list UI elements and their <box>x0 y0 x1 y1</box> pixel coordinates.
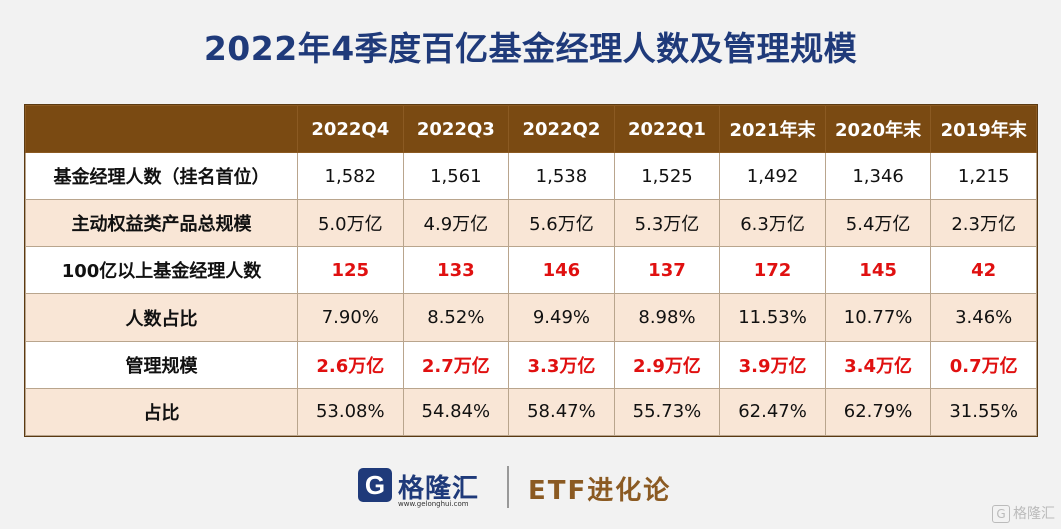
table-cell: 2.3万亿 <box>930 199 1037 248</box>
table-header-row: 2022Q4 2022Q3 2022Q2 2022Q1 2021年末 2020年末 2019… <box>25 105 1037 153</box>
column-header: 2022Q2 <box>508 105 615 153</box>
gelonghui-logo-url: www.gelonghui.com <box>398 500 469 508</box>
column-header: 2021年末 <box>719 105 826 153</box>
table-cell: 1,492 <box>719 151 826 201</box>
table-cell: 42 <box>930 246 1037 295</box>
table-row: 人数占比 7.90% 8.52% 9.49% 8.98% 11.53% 10.77% 3.46… <box>25 293 1037 342</box>
table-cell: 11.53% <box>719 293 826 342</box>
etf-brand-text: ETF进化论 <box>528 476 672 506</box>
table-cell: 9.49% <box>508 293 615 342</box>
chart-title: 2022年4季度百亿基金经理人数及管理规模 <box>203 29 858 68</box>
table-row: 基金经理人数（挂名首位） 1,582 1,561 1,538 1,525 1,492 1,3… <box>25 151 1037 201</box>
table-cell: 10.77% <box>824 293 932 342</box>
row-label: 100亿以上基金经理人数 <box>25 246 298 295</box>
table-cell: 3.4万亿 <box>824 340 932 389</box>
row-label: 基金经理人数（挂名首位） <box>25 151 298 201</box>
gelonghui-logo-icon: G <box>358 468 392 502</box>
table-cell: 54.84% <box>402 387 510 437</box>
table-cell: 62.79% <box>824 387 932 437</box>
table-cell: 3.46% <box>930 293 1037 342</box>
table-cell: 4.9万亿 <box>402 199 510 248</box>
table-cell: 5.0万亿 <box>297 199 404 248</box>
table-cell: 3.3万亿 <box>508 340 615 389</box>
table-cell: 145 <box>824 246 932 295</box>
table-cell: 125 <box>297 246 404 295</box>
table-row: 100亿以上基金经理人数 125 133 146 137 172 145 42 <box>25 246 1037 295</box>
table-cell: 0.7万亿 <box>930 340 1037 389</box>
table-cell: 53.08% <box>297 387 404 437</box>
row-label: 人数占比 <box>25 293 298 342</box>
table-cell: 5.4万亿 <box>824 199 932 248</box>
header-corner-cell <box>25 105 298 153</box>
row-label: 管理规模 <box>25 340 298 389</box>
table-cell: 2.9万亿 <box>613 340 721 389</box>
table-cell: 137 <box>613 246 721 295</box>
table-cell: 1,525 <box>613 151 721 201</box>
column-header: 2019年末 <box>930 105 1037 153</box>
table-cell: 5.3万亿 <box>613 199 721 248</box>
table-cell: 8.98% <box>613 293 721 342</box>
watermark: G 格隆汇 <box>992 503 1055 523</box>
column-header: 2022Q4 <box>297 105 404 153</box>
row-label: 主动权益类产品总规模 <box>25 199 298 248</box>
table-cell: 1,538 <box>508 151 615 201</box>
column-header: 2022Q1 <box>613 105 721 153</box>
table-cell: 62.47% <box>719 387 826 437</box>
table-cell: 7.90% <box>297 293 404 342</box>
table-cell: 2.7万亿 <box>402 340 510 389</box>
table-cell: 146 <box>508 246 615 295</box>
footer-divider <box>507 466 509 508</box>
row-label: 占比 <box>25 387 298 437</box>
table-cell: 31.55% <box>930 387 1037 437</box>
column-header: 2020年末 <box>824 105 932 153</box>
table-body: 基金经理人数（挂名首位） 1,582 1,561 1,538 1,525 1,492 1,3… <box>25 151 1037 437</box>
footer: G 格隆汇 www.gelonghui.com ETF进化论 <box>0 466 1061 516</box>
watermark-icon: G <box>992 505 1010 523</box>
table-row: 主动权益类产品总规模 5.0万亿 4.9万亿 5.6万亿 5.3万亿 6.3万亿 5.4万亿… <box>25 199 1037 248</box>
table-cell: 5.6万亿 <box>508 199 615 248</box>
table-cell: 133 <box>402 246 510 295</box>
column-header: 2022Q3 <box>402 105 510 153</box>
table-cell: 2.6万亿 <box>297 340 404 389</box>
table-cell: 55.73% <box>613 387 721 437</box>
table-cell: 6.3万亿 <box>719 199 826 248</box>
table-row: 占比 53.08% 54.84% 58.47% 55.73% 62.47% 62.79% 31… <box>25 387 1037 437</box>
watermark-text: 格隆汇 <box>1013 506 1055 522</box>
table-cell: 172 <box>719 246 826 295</box>
table-cell: 1,346 <box>824 151 932 201</box>
table-cell: 3.9万亿 <box>719 340 826 389</box>
table-cell: 1,582 <box>297 151 404 201</box>
gelonghui-logo-text: 格隆汇 <box>398 474 480 504</box>
table-cell: 1,561 <box>402 151 510 201</box>
data-table-container: 2022Q4 2022Q3 2022Q2 2022Q1 2021年末 2020年末 2019… <box>24 104 1038 437</box>
table-cell: 58.47% <box>508 387 615 437</box>
table-cell: 8.52% <box>402 293 510 342</box>
data-table: 2022Q4 2022Q3 2022Q2 2022Q1 2021年末 2020年末 2019… <box>25 105 1037 437</box>
table-cell: 1,215 <box>930 151 1037 201</box>
table-row: 管理规模 2.6万亿 2.7万亿 3.3万亿 2.9万亿 3.9万亿 3.4万亿 0.7万亿 <box>25 340 1037 389</box>
